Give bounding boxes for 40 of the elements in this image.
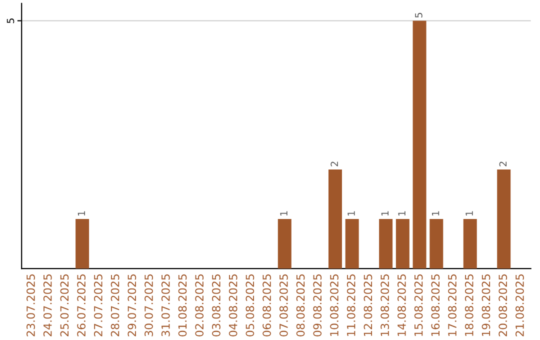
x-tick-label: 17.08.2025 [448,274,456,336]
x-tick-label: 26.07.2025 [77,274,86,336]
data-label: 1 [78,211,85,216]
x-tick-label: 11.08.2025 [346,274,356,336]
data-label: 2 [499,162,507,166]
x-tick-label: 25.07.2025 [60,274,69,336]
data-label: 1 [398,211,406,216]
x-tick-label: 10.08.2025 [330,274,338,336]
x-tick-label: 03.08.2025 [212,274,220,336]
data-label: 1 [348,211,355,216]
x-tick-label: 27.07.2025 [94,274,102,336]
x-tick-label: 12.08.2025 [364,274,372,336]
x-tick-label: 05.08.2025 [246,274,254,336]
data-label: 5 [415,12,422,18]
x-tick-label: 07.08.2025 [279,274,288,336]
x-tick-label: 01.08.2025 [178,274,187,336]
x-tick-label: 13.08.2025 [380,274,390,336]
x-tick-label: 28.07.2025 [110,274,120,336]
x-tick-label: 23.07.2025 [26,274,35,336]
x-tick-label: 15.08.2025 [414,274,423,336]
x-tick-label: 02.08.2025 [195,274,204,336]
x-tick-label: 06.08.2025 [262,274,272,336]
x-tick-label: 20.08.2025 [498,274,508,336]
x-tick-label: 29.07.2025 [128,274,136,336]
data-label: 1 [381,211,388,216]
data-label: 2 [330,162,338,166]
x-tick-label: 30.07.2025 [144,274,153,336]
x-tick-label: 21.08.2025 [516,274,524,336]
x-tick-label: 24.07.2025 [43,274,52,336]
data-label: 1 [280,211,288,216]
x-tick-label: 18.08.2025 [464,274,474,336]
x-tick-label: 14.08.2025 [397,274,406,336]
x-tick-label: 08.08.2025 [296,274,305,336]
x-tick-label: 09.08.2025 [313,274,322,336]
data-label: 1 [432,211,440,216]
data-label: 1 [466,211,473,216]
x-tick-label: 19.08.2025 [482,274,490,336]
x-tick-label: 04.08.2025 [228,274,238,336]
x-tick-label: 31.07.2025 [161,274,170,336]
x-tick-label: 16.08.2025 [431,274,440,336]
